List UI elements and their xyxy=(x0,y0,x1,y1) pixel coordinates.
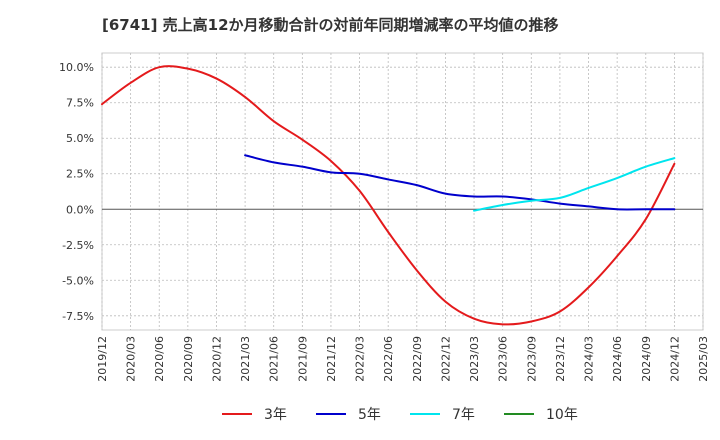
x-tick-label: 2023/03 xyxy=(468,336,481,382)
x-tick-label: 2025/03 xyxy=(697,336,710,382)
y-tick-label: 5.0% xyxy=(66,132,94,145)
x-tick-label: 2020/03 xyxy=(125,336,138,382)
plot-area xyxy=(101,52,704,331)
legend-label: 5年 xyxy=(358,407,381,423)
x-tick-label: 2022/06 xyxy=(382,336,395,382)
x-tick-label: 2024/03 xyxy=(583,336,596,382)
legend-label: 10年 xyxy=(546,407,578,423)
x-tick-label: 2020/06 xyxy=(153,336,166,382)
x-tick-label: 2020/12 xyxy=(210,336,223,382)
x-tick-label: 2019/12 xyxy=(96,336,109,382)
x-tick-label: 2022/03 xyxy=(354,336,367,382)
y-tick-label: -7.5% xyxy=(62,310,94,323)
x-tick-label: 2023/12 xyxy=(554,336,567,382)
y-tick-label: 2.5% xyxy=(66,168,94,181)
y-tick-label: -2.5% xyxy=(62,239,94,252)
legend-label: 3年 xyxy=(264,407,287,423)
x-tick-label: 2023/06 xyxy=(497,336,510,382)
x-tick-label: 2021/09 xyxy=(296,336,309,382)
y-tick-label: 0.0% xyxy=(66,203,94,216)
x-tick-label: 2022/12 xyxy=(439,336,452,382)
x-tick-label: 2022/09 xyxy=(411,336,424,382)
x-tick-label: 2023/09 xyxy=(525,336,538,382)
chart-title: [6741] 売上高12か月移動合計の対前年同期増減率の平均値の推移 xyxy=(102,16,559,34)
x-tick-label: 2021/12 xyxy=(325,336,338,382)
y-tick-label: -5.0% xyxy=(62,274,94,287)
y-tick-label: 7.5% xyxy=(66,97,94,110)
x-tick-label: 2021/06 xyxy=(268,336,281,382)
legend-label: 7年 xyxy=(452,407,475,423)
series-line-1 xyxy=(101,65,676,326)
y-tick-label: 10.0% xyxy=(59,61,94,74)
x-tick-label: 2024/09 xyxy=(640,336,653,382)
series-line-3 xyxy=(473,157,676,212)
x-tick-label: 2020/09 xyxy=(182,336,195,382)
x-tick-label: 2024/12 xyxy=(668,336,681,382)
x-tick-label: 2024/06 xyxy=(611,336,624,382)
x-tick-label: 2021/03 xyxy=(239,336,252,382)
series-line-2 xyxy=(244,154,676,211)
